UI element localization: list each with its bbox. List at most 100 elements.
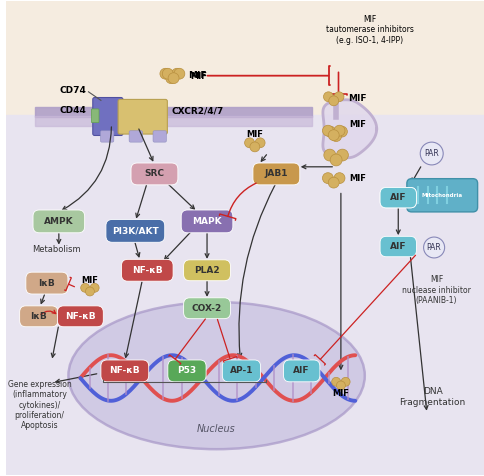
Text: IκB: IκB <box>30 312 47 321</box>
FancyBboxPatch shape <box>20 306 58 327</box>
Circle shape <box>162 68 173 79</box>
Text: MIF: MIF <box>349 174 365 183</box>
Text: NF-κB: NF-κB <box>65 312 95 321</box>
Text: MIF: MIF <box>349 119 365 129</box>
FancyBboxPatch shape <box>181 210 232 233</box>
Circle shape <box>85 287 94 296</box>
Circle shape <box>323 149 335 161</box>
Text: MIF
nuclease inhibitor
(PAANIB-1): MIF nuclease inhibitor (PAANIB-1) <box>401 275 470 305</box>
Text: MIF
tautomerase inhibitors
(e.g. ISO-1, 4-IPP): MIF tautomerase inhibitors (e.g. ISO-1, … <box>325 15 413 45</box>
Circle shape <box>166 73 176 84</box>
Circle shape <box>322 173 333 184</box>
Text: JAB1: JAB1 <box>264 169 287 178</box>
Circle shape <box>255 138 265 148</box>
FancyBboxPatch shape <box>283 360 319 382</box>
Text: PI3K/AKT: PI3K/AKT <box>112 227 158 235</box>
Text: Nucleus: Nucleus <box>197 424 236 434</box>
Text: AIF: AIF <box>389 242 406 251</box>
FancyBboxPatch shape <box>106 219 165 242</box>
Text: MIF: MIF <box>190 72 207 81</box>
FancyBboxPatch shape <box>101 360 149 382</box>
Text: Metabolism: Metabolism <box>32 245 81 254</box>
Circle shape <box>244 138 254 148</box>
Circle shape <box>333 125 344 136</box>
Text: NF-κB: NF-κB <box>109 367 140 376</box>
Text: AMPK: AMPK <box>44 217 74 226</box>
Circle shape <box>340 377 349 386</box>
Text: IκB: IκB <box>38 278 55 288</box>
FancyBboxPatch shape <box>183 260 230 281</box>
Text: CD44: CD44 <box>60 106 86 115</box>
Text: PLA2: PLA2 <box>194 266 219 275</box>
FancyBboxPatch shape <box>222 360 260 382</box>
Circle shape <box>419 142 442 165</box>
Circle shape <box>174 68 184 79</box>
Text: AP-1: AP-1 <box>229 367 253 376</box>
FancyBboxPatch shape <box>118 99 167 134</box>
Circle shape <box>324 126 335 137</box>
FancyBboxPatch shape <box>92 98 122 136</box>
Text: CXCR2/4/7: CXCR2/4/7 <box>171 106 223 115</box>
FancyBboxPatch shape <box>167 360 206 382</box>
Circle shape <box>322 125 333 136</box>
FancyBboxPatch shape <box>153 131 166 142</box>
Polygon shape <box>322 100 376 158</box>
Circle shape <box>323 92 333 102</box>
Bar <box>35 116 312 127</box>
Circle shape <box>336 381 345 390</box>
Text: PAR: PAR <box>424 149 438 158</box>
Text: AIF: AIF <box>389 193 406 202</box>
FancyBboxPatch shape <box>91 109 99 123</box>
FancyBboxPatch shape <box>379 188 416 208</box>
Circle shape <box>333 92 343 102</box>
FancyBboxPatch shape <box>379 237 416 257</box>
Circle shape <box>328 177 338 188</box>
Text: AIF: AIF <box>389 193 406 202</box>
Text: MIF: MIF <box>246 130 263 139</box>
FancyBboxPatch shape <box>57 306 103 327</box>
FancyBboxPatch shape <box>131 163 178 185</box>
Bar <box>6 0 484 115</box>
Text: CD74: CD74 <box>60 86 86 95</box>
Text: MIF: MIF <box>81 276 98 285</box>
Text: MIF: MIF <box>187 71 206 80</box>
Circle shape <box>249 142 259 152</box>
Text: AIF: AIF <box>293 367 309 376</box>
Circle shape <box>80 283 90 292</box>
Text: SRC: SRC <box>144 169 164 178</box>
Circle shape <box>160 68 170 79</box>
FancyBboxPatch shape <box>379 188 416 208</box>
Text: COX-2: COX-2 <box>192 304 222 313</box>
FancyBboxPatch shape <box>33 210 85 233</box>
Text: DNA
Fragmentation: DNA Fragmentation <box>399 387 465 407</box>
Circle shape <box>328 96 338 106</box>
Bar <box>6 115 484 476</box>
Circle shape <box>168 73 179 84</box>
FancyBboxPatch shape <box>129 131 142 142</box>
Text: PAR: PAR <box>426 243 440 252</box>
Text: MIF: MIF <box>332 389 348 398</box>
FancyBboxPatch shape <box>183 298 230 319</box>
Circle shape <box>423 237 444 258</box>
Text: MAPK: MAPK <box>192 217 221 226</box>
Text: NF-κB: NF-κB <box>132 266 162 275</box>
Circle shape <box>336 149 348 161</box>
FancyBboxPatch shape <box>406 178 477 212</box>
Text: Gene expression
(inflammatory
cytokines)/
proliferation/
Apoptosis: Gene expression (inflammatory cytokines)… <box>8 380 72 430</box>
Circle shape <box>171 68 182 79</box>
Circle shape <box>331 377 340 386</box>
Circle shape <box>328 130 338 140</box>
Text: Mitochondria: Mitochondria <box>421 193 462 198</box>
FancyBboxPatch shape <box>100 131 114 142</box>
Circle shape <box>90 283 99 292</box>
FancyBboxPatch shape <box>26 272 68 294</box>
Circle shape <box>333 173 344 184</box>
Circle shape <box>330 131 341 141</box>
Text: MIF: MIF <box>348 94 366 103</box>
Circle shape <box>330 154 341 166</box>
Text: P53: P53 <box>177 367 196 376</box>
Ellipse shape <box>68 302 364 449</box>
Circle shape <box>336 126 347 137</box>
FancyBboxPatch shape <box>253 163 299 185</box>
Bar <box>35 107 312 117</box>
